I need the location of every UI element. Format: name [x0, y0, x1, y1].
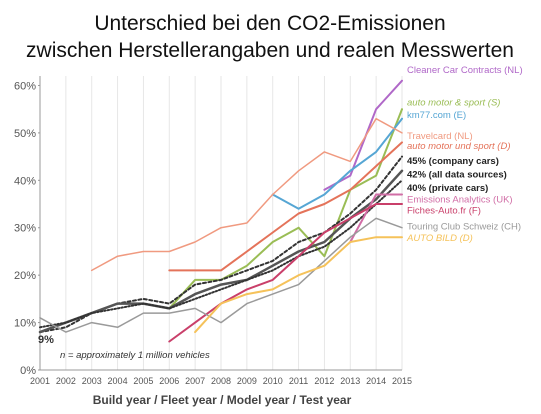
series-label-travelcard-nl: Travelcard (NL): [407, 131, 473, 142]
series-line-auto-motor-und-sport-d: [168, 141, 403, 272]
y-tick-label-40pct: 40%: [14, 175, 36, 187]
x-tick-label-2008: 2008: [211, 376, 231, 386]
x-tick-label-2007: 2007: [185, 376, 205, 386]
y-tick-label-0pct: 0%: [20, 365, 36, 377]
series-line-travelcard-nl: [90, 117, 403, 272]
chart-title-line-2: zwischen Herstellerangaben und realen Me…: [26, 39, 514, 62]
series-label-auto-motor-und-sport-d: auto motor und sport (D): [407, 141, 511, 152]
tick-labels: 0% 10% 20% 30% 40% 50% 60% 2001 2002 2003 2004 2005…: [14, 80, 412, 386]
x-axis-label: Build year / Fleet year / Model year / T…: [93, 393, 352, 407]
chart-title-line-1: Unterschied bei den CO2-Emissionen: [94, 12, 445, 35]
gridlines: [39, 76, 403, 370]
series-lines: [38, 79, 404, 343]
x-tick-label-2002: 2002: [56, 376, 76, 386]
series-line-cleaner-car-contracts-nl: [323, 79, 403, 191]
x-tick-label-2014: 2014: [366, 376, 386, 386]
start-value-label: 9%: [38, 334, 54, 346]
axes: [39, 76, 402, 371]
x-tick-label-2006: 2006: [159, 376, 179, 386]
x-tick-label-2003: 2003: [82, 376, 102, 386]
series-label-auto-bild-d: AUTO BILD (D): [406, 233, 473, 244]
series-label-45-company-cars: 45% (company cars): [407, 156, 499, 167]
series-label-emissions-analytics-uk: Emissions Analytics (UK): [407, 194, 513, 205]
series-line-42-all-data-sources: [38, 169, 404, 334]
series-line-touring-club-schweiz-ch: [39, 217, 403, 333]
series-line-40-private-cars: [39, 179, 403, 329]
x-tick-label-2013: 2013: [340, 376, 360, 386]
series-label-auto-motor-sport-s: auto motor & sport (S): [407, 98, 500, 109]
series-label-km77-com-e: km77.com (E): [407, 110, 466, 121]
series-line-auto-bild-d: [194, 236, 403, 334]
y-tick-label-50pct: 50%: [14, 128, 36, 140]
y-tick-label-60pct: 60%: [14, 80, 36, 92]
series-line-km77-com-e: [271, 117, 403, 210]
series-labels: Cleaner Car Contracts (NL) auto motor & s…: [406, 65, 523, 244]
sample-size-annotation: n = approximately 1 million vehicles: [60, 350, 210, 361]
x-tick-label-2011: 2011: [289, 376, 308, 386]
series-label-40-private-cars: 40% (private cars): [407, 183, 488, 194]
x-tick-label-2009: 2009: [237, 376, 257, 386]
x-tick-label-2001: 2001: [30, 376, 50, 386]
series-line-fiches-auto-fr-f: [168, 203, 403, 343]
series-line-45-company-cars: [39, 155, 403, 334]
x-tick-label-2005: 2005: [133, 376, 153, 386]
x-tick-label-2010: 2010: [263, 376, 283, 386]
series-line-emissions-analytics-uk: [349, 193, 403, 243]
series-line-auto-motor-sport-s: [168, 108, 403, 310]
series-label-42-all-data-sources: 42% (all data sources): [407, 170, 507, 181]
y-tick-label-30pct: 30%: [14, 223, 36, 235]
x-tick-label-2012: 2012: [314, 376, 334, 386]
y-tick-label-10pct: 10%: [14, 318, 36, 330]
x-tick-label-2004: 2004: [108, 376, 128, 386]
series-label-touring-club-schweiz-ch: Touring Club Schweiz (CH): [407, 221, 521, 232]
x-tick-label-2015: 2015: [392, 376, 412, 386]
series-label-cleaner-car-contracts-nl: Cleaner Car Contracts (NL): [407, 65, 523, 76]
series-label-fiches-auto-fr-f: Fiches-Auto.fr (F): [407, 206, 481, 217]
y-tick-label-20pct: 20%: [14, 270, 36, 282]
